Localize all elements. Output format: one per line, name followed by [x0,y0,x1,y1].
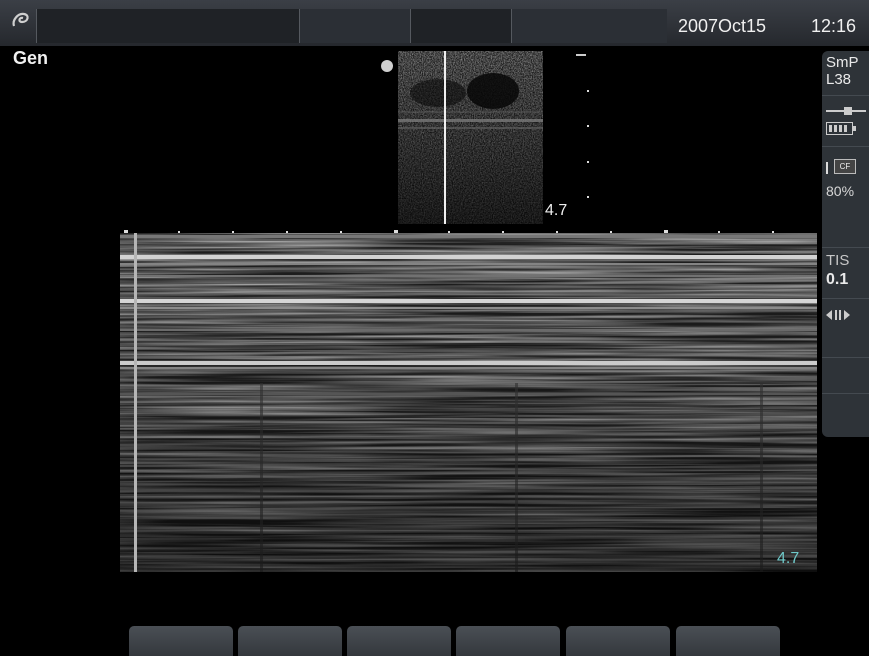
softkey-1[interactable] [129,626,233,656]
softkey-2[interactable] [238,626,342,656]
depth-scale-mark [587,125,589,127]
exam-type-label: SmP [826,54,859,71]
softkey-bar [0,626,869,656]
status-segment [36,9,299,43]
transducer-label: L38 [826,71,852,88]
imaging-params-row: CF 80% 3 4 [822,147,869,248]
power-status-row [822,96,869,147]
softkey-4[interactable] [456,626,560,656]
cf-badge: CF [834,159,856,174]
softkey-5[interactable] [566,626,670,656]
preset-label: Gen [13,48,49,68]
tis-value: 0.1 [826,271,849,288]
battery-icon [826,122,856,135]
depth-scale-mark [576,54,586,56]
sonosite-swirl-icon [12,12,29,27]
bmode-image [398,51,543,224]
side-control-panel: SmP L38 CF 80% 3 4 TIS 0.1 [822,51,869,437]
gain-value: 80% [826,183,855,199]
depth-scale-mark [587,90,589,92]
softkey-3[interactable] [347,626,451,656]
sweep-speed-row[interactable] [822,299,869,358]
softkey-6[interactable] [676,626,780,656]
status-segment [511,9,667,43]
tis-row: TIS 0.1 [822,248,869,299]
probe-icon [826,107,866,115]
side-panel-empty-row[interactable] [822,358,869,394]
time-display: 12:16 [811,16,857,36]
sweep-speed-icon [826,310,850,320]
mmode-depth-label: 4.7 [777,550,800,567]
status-segment [410,9,511,43]
bmode-depth-label: 4.7 [545,202,568,219]
depth-scale-mark [587,161,589,163]
depth-scale-mark [587,196,589,198]
orientation-marker [381,60,393,72]
exam-transducer-row[interactable]: SmP L38 [822,51,869,96]
tis-label: TIS [826,252,850,269]
status-segment [299,9,410,43]
date-display: 2007Oct15 [678,16,767,36]
marker-bar [826,162,828,174]
mmode-trace [120,233,817,572]
top-status-bar: 2007Oct15 12:16 [0,0,869,46]
